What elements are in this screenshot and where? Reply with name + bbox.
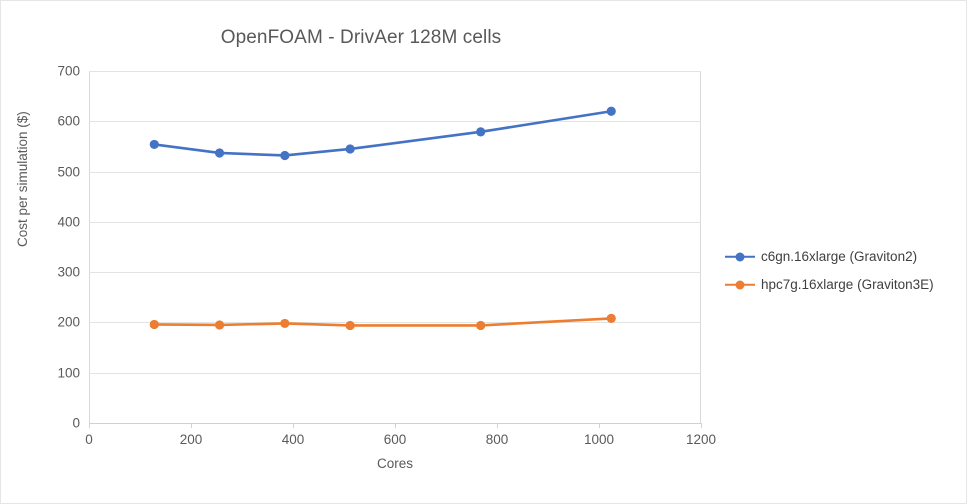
y-tick-label: 0 (72, 415, 80, 431)
x-tick-label: 1200 (685, 432, 717, 447)
x-tick-mark (293, 423, 294, 428)
x-tick-mark (701, 423, 702, 428)
gridline-y-100: 100 (57, 365, 701, 380)
data-point[interactable] (280, 318, 290, 329)
x-tick-label: 200 (179, 432, 203, 447)
y-tick-label: 700 (57, 63, 80, 79)
data-point[interactable] (606, 313, 616, 324)
x-tick-label: 800 (485, 432, 509, 447)
data-point[interactable] (476, 127, 486, 137)
legend-marker-icon (725, 251, 755, 263)
legend-marker-icon (725, 279, 755, 291)
data-point[interactable] (214, 148, 225, 158)
series-0 (149, 106, 616, 161)
data-point[interactable] (280, 150, 290, 161)
data-point[interactable] (345, 320, 355, 331)
gridline-y-500: 500 (57, 164, 701, 179)
y-axis-title: Cost per simulation ($) (15, 111, 30, 247)
x-axis-title: Cores (376, 456, 413, 471)
x-tick-mark (599, 423, 600, 428)
y-tick-label: 500 (57, 164, 80, 180)
chart-legend: c6gn.16xlarge (Graviton2) hpc7g.16xlarge … (725, 249, 934, 292)
x-tick-label: 400 (281, 432, 305, 447)
data-point[interactable] (606, 106, 616, 116)
legend-label: hpc7g.16xlarge (Graviton3E) (761, 277, 934, 292)
y-tick-label: 600 (57, 113, 80, 129)
x-tick-label: 600 (383, 432, 407, 447)
legend-item[interactable]: hpc7g.16xlarge (Graviton3E) (725, 277, 934, 292)
gridline-y-200: 200 (57, 315, 701, 330)
x-tick-label: 0 (85, 432, 93, 447)
data-point[interactable] (345, 144, 355, 154)
series-line (152, 317, 613, 327)
chart-title: OpenFOAM - DrivAer 128M cells (220, 27, 502, 48)
gridline-y-400: 400 (57, 214, 701, 229)
series-line (152, 109, 613, 157)
plot-area: 0 100 200 300 400 500 600 700 0 200 400 600 800 1000… (57, 64, 716, 448)
y-tick-label: 200 (57, 314, 80, 330)
data-point[interactable] (149, 139, 159, 150)
x-tick-mark (191, 423, 192, 428)
y-tick-label: 100 (57, 365, 80, 381)
x-tick-mark (395, 423, 396, 428)
x-tick-label: 1000 (583, 432, 615, 447)
series-1 (149, 313, 616, 331)
gridline-y-600: 600 (57, 114, 701, 129)
series-layer (149, 106, 616, 331)
gridline-y-700: 700 (57, 64, 701, 79)
x-tick-mark (89, 423, 90, 428)
y-tick-label: 300 (57, 264, 80, 280)
data-point[interactable] (149, 319, 159, 330)
plot-frame (89, 71, 701, 423)
gridline-y-300: 300 (57, 265, 701, 280)
data-point[interactable] (476, 320, 486, 331)
y-tick-label: 400 (57, 214, 80, 230)
x-tick-mark (497, 423, 498, 428)
legend-item[interactable]: c6gn.16xlarge (Graviton2) (725, 249, 934, 264)
legend-label: c6gn.16xlarge (Graviton2) (761, 249, 918, 264)
data-point[interactable] (214, 320, 225, 330)
